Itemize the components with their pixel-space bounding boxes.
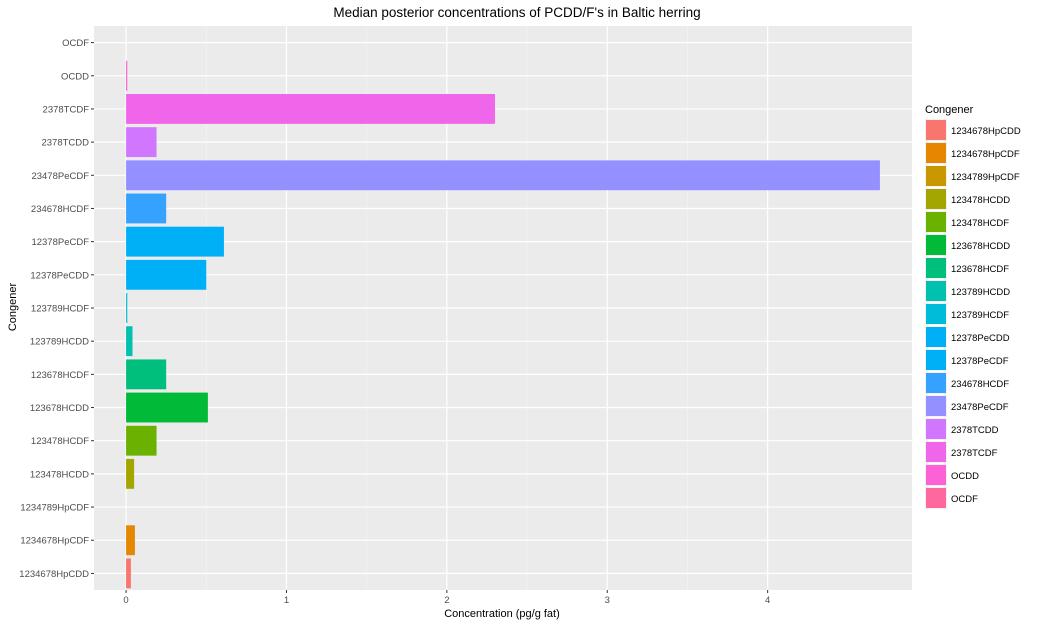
legend: Congener 1234678HpCDD 1234678HpCDF 1234789…	[925, 104, 1021, 509]
x-axis-title: Concentration (pg/g fat)	[444, 608, 560, 620]
legend-label: 1234678HpCDD	[951, 126, 1021, 137]
y-tick-label: 23478PeCDF	[31, 171, 89, 182]
legend-swatch	[926, 120, 946, 140]
legend-swatch	[926, 327, 946, 347]
legend-label: 123678HCDD	[951, 241, 1010, 252]
legend-label: 123789HCDD	[951, 287, 1010, 298]
y-tick-label: 234678HCDF	[31, 204, 89, 215]
y-tick-label: 123478HCDF	[31, 436, 89, 447]
legend-label: 23478PeCDF	[951, 402, 1009, 413]
bar-2378TCDF	[126, 94, 495, 124]
bar-12378PeCDD	[126, 259, 207, 290]
legend-swatch	[926, 465, 946, 485]
y-tick-label: 123789HCDF	[31, 304, 89, 315]
x-tick-label: 0	[123, 595, 128, 606]
y-tick-label: 123678HCDD	[30, 403, 89, 414]
legend-label: 12378PeCDD	[951, 333, 1010, 344]
legend-swatch	[926, 419, 946, 439]
legend-swatch	[926, 281, 946, 301]
y-tick-label: 1234789HpCDF	[20, 503, 89, 514]
bar-123478HCDD	[126, 458, 135, 489]
bar-123678HCDD	[126, 392, 208, 423]
y-tick-label: 1234678HpCDF	[20, 536, 89, 547]
bar-1234678HpCDF	[126, 525, 135, 556]
legend-label: 123478HCDD	[951, 195, 1010, 206]
legend-label: 123478HCDF	[951, 218, 1009, 229]
y-tick-label: 123789HCDD	[30, 337, 89, 348]
plot-panel	[94, 26, 912, 590]
legend-label: 234678HCDF	[951, 379, 1009, 390]
legend-label: OCDD	[951, 471, 979, 482]
chart-title: Median posterior concentrations of PCDD/…	[333, 5, 700, 20]
legend-swatch	[926, 396, 946, 416]
bar-123789HCDD	[126, 326, 133, 357]
legend-swatch	[926, 166, 946, 186]
legend-swatch	[926, 488, 946, 508]
y-tick-label: OCDF	[62, 38, 89, 49]
y-tick-label: 123678HCDF	[31, 370, 89, 381]
legend-swatch	[926, 373, 946, 393]
legend-label: 1234789HpCDF	[951, 172, 1020, 183]
legend-title: Congener	[925, 104, 974, 116]
legend-swatch	[926, 304, 946, 324]
x-tick-label: 4	[765, 595, 770, 606]
legend-swatch	[926, 350, 946, 370]
x-tick-label: 2	[444, 595, 449, 606]
legend-swatch	[926, 189, 946, 209]
bar-1234678HpCDD	[126, 558, 131, 589]
bar-123678HCDF	[126, 359, 167, 390]
legend-label: 12378PeCDF	[951, 356, 1009, 367]
y-tick-label: OCDD	[61, 71, 89, 82]
y-tick-label: 12378PeCDD	[30, 270, 89, 281]
bar-OCDD	[126, 60, 128, 91]
x-tick-label: 1	[284, 595, 289, 606]
legend-swatch	[926, 212, 946, 232]
bar-123478HCDF	[126, 425, 157, 456]
legend-label: 123789HCDF	[951, 310, 1009, 321]
x-tick-label: 3	[605, 595, 610, 606]
legend-swatch	[926, 235, 946, 255]
y-axis-title: Congener	[7, 283, 19, 332]
bar-2378TCDD	[126, 127, 157, 158]
x-axis: 0 1 2 3 4	[123, 590, 770, 606]
bar-123789HCDF	[126, 293, 128, 323]
bar-12378PeCDF	[126, 226, 224, 257]
legend-swatch	[926, 258, 946, 278]
legend-label: 123678HCDF	[951, 264, 1009, 275]
legend-label: 2378TCDF	[951, 448, 998, 459]
bar-234678HCDF	[126, 193, 167, 224]
legend-swatch	[926, 143, 946, 163]
y-tick-label: 2378TCDF	[43, 104, 90, 115]
y-tick-label: 12378PeCDF	[31, 237, 89, 248]
legend-swatch	[926, 442, 946, 462]
y-tick-label: 1234678HpCDD	[19, 569, 89, 580]
y-axis: 1234678HpCDD 1234678HpCDF 1234789HpCDF 1234…	[19, 38, 94, 580]
legend-label: 2378TCDD	[951, 425, 999, 436]
y-tick-label: 123478HCDD	[30, 469, 89, 480]
bar-23478PeCDF	[126, 160, 880, 191]
y-tick-label: 2378TCDD	[41, 138, 89, 149]
legend-label: OCDF	[951, 494, 978, 505]
legend-label: 1234678HpCDF	[951, 149, 1020, 160]
